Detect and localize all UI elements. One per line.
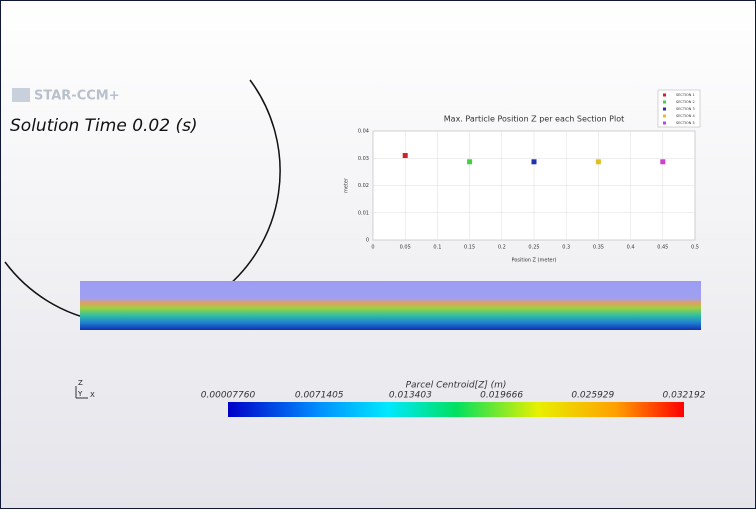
plot-title: Max. Particle Position Z per each Sectio… [444,115,624,124]
legend-label: SECTION 4 [676,114,696,118]
x-axis-label: Position Z (meter) [511,258,556,264]
colorbar-labels: 0.00007760 0.0071405 0.013403 0.019666 0.025… [201,391,706,401]
legend-label: SECTION 5 [676,121,695,125]
particle-bed [80,281,701,330]
plot: 0 0.05 0.1 0.15 0.2 0.25 0.3 0.35 0.4 0.45 0.5 0 0.0… [344,89,701,264]
y-tick-label: 0.03 [358,156,369,162]
point [531,159,537,165]
legend-swatch [663,114,666,118]
x-tick-label: 0.25 [528,245,539,251]
legend-swatch [663,93,666,97]
x-tick-label: 0.35 [593,245,604,251]
triad-x: X [90,391,95,399]
legend-swatch [663,121,666,125]
y-axis-label: meter [344,177,350,193]
colorbar-label: 0.0071405 [295,391,344,401]
x-tick-label: 0.5 [691,245,699,251]
colorbar [228,402,684,417]
y-tick-label: 0.04 [358,129,369,135]
x-tick-label: 0 [371,245,374,251]
x-tick-label: 0.3 [562,245,570,251]
y-tick-label: 0.02 [358,183,369,189]
legend-label: SECTION 3 [676,107,695,111]
logo: STAR-CCM+ [34,89,120,104]
x-tick-label: 0.2 [498,245,506,251]
logo-icon [12,88,30,102]
point [467,159,473,165]
legend-label: SECTION 2 [676,100,695,104]
y-tick-label: 0 [366,238,369,244]
colorbar-label: 0.019666 [480,391,523,401]
legend-label: SECTION 1 [676,93,695,97]
x-tick-label: 0.1 [433,245,441,251]
colorbar-label: 0.00007760 [201,391,256,401]
triad-z: Z [78,379,83,387]
legend-swatch [663,107,666,111]
point [595,159,601,165]
point [402,153,408,159]
x-tick-label: 0.4 [627,245,635,251]
triad-y: Y [77,390,83,398]
x-tick-label: 0.05 [400,245,411,251]
x-tick-label: 0.45 [657,245,668,251]
x-tick-label: 0.15 [464,245,475,251]
legend-swatch [663,100,666,104]
colorbar-label: 0.013403 [389,391,432,401]
colorbar-title: Parcel Centroid[Z] (m) [406,381,507,391]
y-tick-label: 0.01 [358,210,369,216]
colorbar-label: 0.025929 [571,391,614,401]
colorbar-label: 0.032192 [663,391,706,401]
point [660,159,666,165]
solution-time: Solution Time 0.02 (s) [10,116,198,136]
